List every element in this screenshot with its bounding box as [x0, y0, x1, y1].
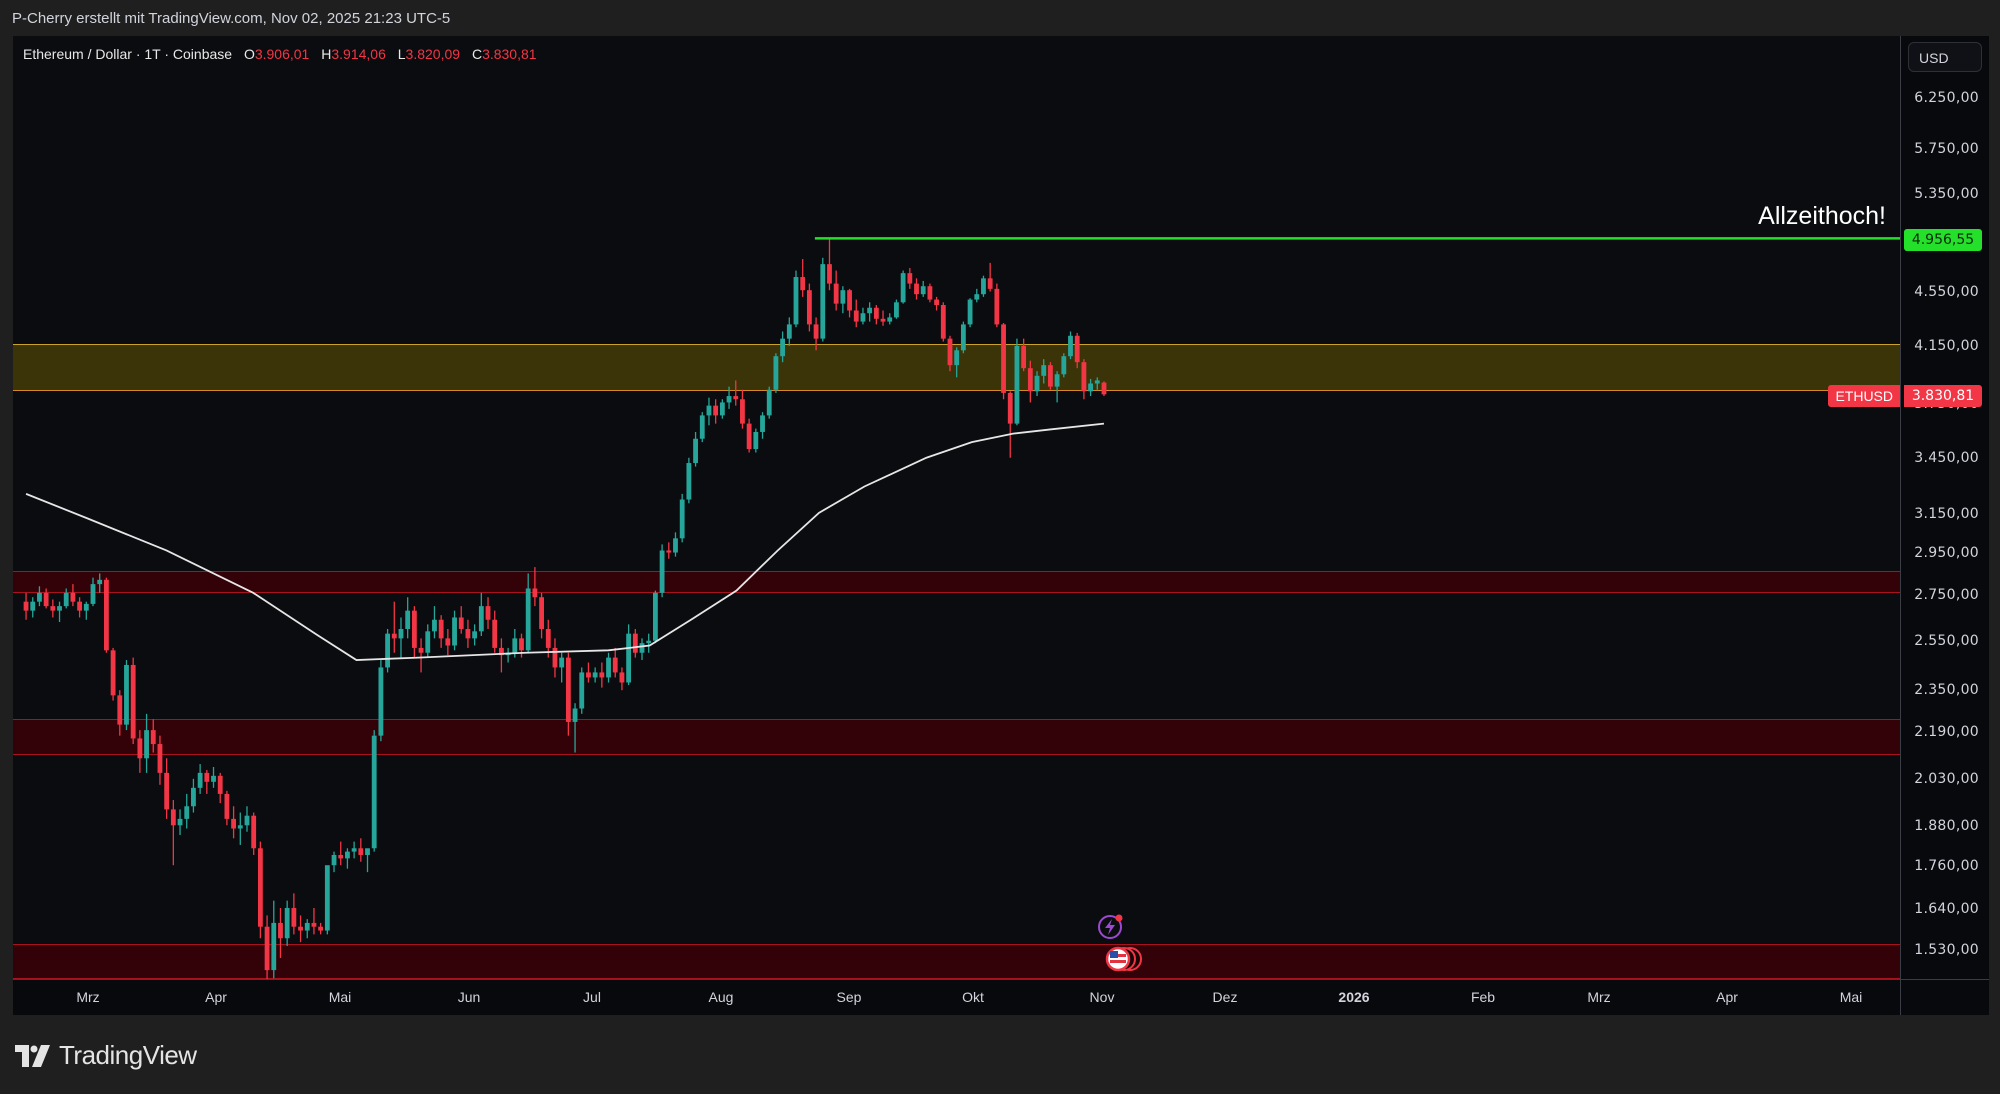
price-tick: 4.150,00 — [1914, 338, 1979, 354]
price-tick: 5.350,00 — [1914, 186, 1979, 202]
time-label: Apr — [205, 989, 227, 1005]
tradingview-logo-icon — [15, 1044, 50, 1067]
price-tick: 2.030,00 — [1914, 771, 1979, 787]
time-label: Apr — [1716, 989, 1738, 1005]
last-price-badge: 3.830,81 — [1904, 385, 1982, 407]
price-tick: 3.150,00 — [1914, 506, 1979, 522]
top-bar: P-Cherry erstellt mit TradingView.com, N… — [0, 0, 2000, 36]
tradingview-logo: TradingView — [15, 1040, 197, 1071]
time-label: Nov — [1089, 989, 1115, 1005]
price-tick: 6.250,00 — [1914, 90, 1979, 106]
time-label: Okt — [962, 989, 984, 1005]
time-label: Jul — [583, 989, 601, 1005]
time-label: Jun — [457, 989, 481, 1005]
candlestick-chart — [23, 237, 1900, 979]
zone-red-zone-3[interactable] — [13, 944, 1900, 979]
legend-close-value: 3.830,81 — [482, 46, 537, 62]
price-axis[interactable]: USD 6.250,00 5.750,00 5.350,00 4.550,00 4.15… — [1900, 36, 1989, 979]
price-tick: 2.550,00 — [1914, 633, 1979, 649]
lightning-event-icon[interactable] — [1098, 914, 1123, 939]
zone-red-zone-1[interactable] — [13, 571, 1900, 593]
time-label: Aug — [708, 989, 734, 1005]
legend-close-label: C — [471, 46, 483, 62]
time-label: Mrz — [1587, 989, 1611, 1005]
time-label: Mai — [1839, 989, 1863, 1005]
price-tick: 5.750,00 — [1914, 141, 1979, 157]
symbol-badge: ETHUSD — [1828, 385, 1900, 407]
price-tick: 3.450,00 — [1914, 450, 1979, 466]
axis-corner — [1900, 979, 1989, 1015]
time-label: Sep — [836, 989, 862, 1005]
legend-low-value: 3.820,09 — [405, 46, 461, 62]
tradingview-wordmark: TradingView — [59, 1040, 197, 1070]
us-economic-event-icon[interactable] — [1105, 946, 1142, 972]
price-tick: 2.350,00 — [1914, 682, 1979, 698]
price-tick: 2.950,00 — [1914, 545, 1979, 561]
price-tick: 4.550,00 — [1914, 284, 1979, 300]
time-label: 2026 — [1338, 989, 1370, 1005]
legend-title: Ethereum / Dollar · 1T · Coinbase — [23, 46, 233, 62]
ath-price-badge: 4.956,55 — [1904, 229, 1982, 251]
price-tick: 1.760,00 — [1914, 858, 1979, 874]
creator-line: P-Cherry erstellt mit TradingView.com, N… — [12, 10, 451, 27]
currency-button[interactable]: USD — [1908, 42, 1982, 72]
legend-low-label: L — [397, 46, 406, 62]
time-label: Dez — [1212, 989, 1238, 1005]
price-tick: 1.880,00 — [1914, 818, 1979, 834]
price-tick: 1.640,00 — [1914, 901, 1979, 917]
time-axis[interactable]: Mrz Apr Mai Jun Jul Aug Sep Okt Nov Dez 2026 Feb Mrz… — [13, 979, 1900, 1015]
price-tick: 1.530,00 — [1914, 942, 1979, 958]
event-markers — [1096, 913, 1142, 979]
time-label: Mai — [328, 989, 352, 1005]
chart-container: Allzeithoch! ETHUSD Ethereum / Dollar · … — [13, 36, 1989, 1015]
zone-red-zone-2[interactable] — [13, 719, 1900, 756]
time-label: Feb — [1470, 989, 1496, 1005]
time-label: Mrz — [76, 989, 100, 1005]
price-tick: 2.190,00 — [1914, 724, 1979, 740]
legend-high-label: H — [321, 46, 332, 62]
price-tick: 2.750,00 — [1914, 587, 1979, 603]
legend-open-value: 3.906,01 — [254, 46, 310, 62]
chart-plot-area[interactable]: Allzeithoch! ETHUSD Ethereum / Dollar · … — [13, 36, 1900, 979]
legend-open-label: O — [243, 46, 255, 62]
legend-high-value: 3.914,06 — [331, 46, 386, 62]
chart-legend: Ethereum / Dollar · 1T · Coinbase O3.906… — [23, 46, 537, 62]
ath-annotation-text: Allzeithoch! — [1758, 202, 1886, 230]
